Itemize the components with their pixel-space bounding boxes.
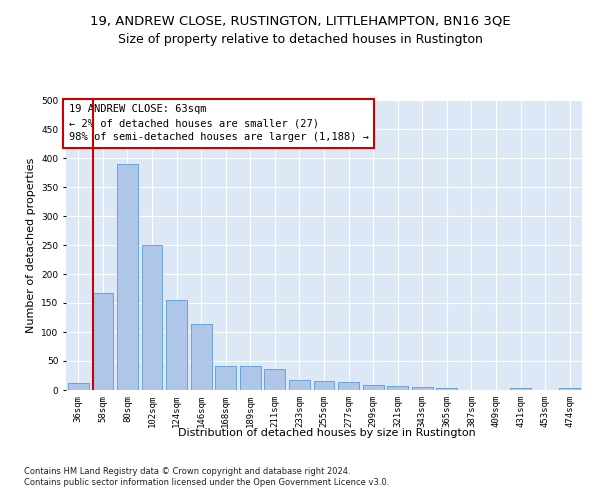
Bar [215,366,236,390]
Text: 19, ANDREW CLOSE, RUSTINGTON, LITTLEHAMPTON, BN16 3QE: 19, ANDREW CLOSE, RUSTINGTON, LITTLEHAMP… [89,15,511,28]
Bar [265,368,286,390]
Bar [142,245,163,390]
Bar [412,387,433,390]
Bar [387,386,408,390]
Y-axis label: Number of detached properties: Number of detached properties [26,158,35,332]
Bar [92,293,113,390]
Text: Size of property relative to detached houses in Rustington: Size of property relative to detached ho… [118,32,482,46]
Bar [289,380,310,390]
Bar [362,386,383,390]
Bar [240,366,261,390]
Bar [436,388,457,390]
Text: Contains HM Land Registry data © Crown copyright and database right 2024.
Contai: Contains HM Land Registry data © Crown c… [24,468,389,487]
Bar [191,324,212,390]
Text: 19 ANDREW CLOSE: 63sqm
← 2% of detached houses are smaller (27)
98% of semi-deta: 19 ANDREW CLOSE: 63sqm ← 2% of detached … [68,104,368,142]
Bar [338,382,359,390]
Bar [559,388,580,390]
Text: Distribution of detached houses by size in Rustington: Distribution of detached houses by size … [178,428,476,438]
Bar [166,300,187,390]
Bar [117,164,138,390]
Bar [68,383,89,390]
Bar [314,382,334,390]
Bar [510,388,531,390]
